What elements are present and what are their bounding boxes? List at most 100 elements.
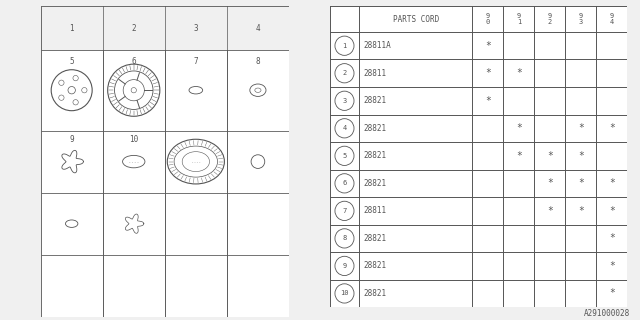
Polygon shape bbox=[472, 32, 504, 60]
Polygon shape bbox=[565, 115, 596, 142]
Polygon shape bbox=[360, 87, 472, 115]
Polygon shape bbox=[504, 280, 534, 307]
Polygon shape bbox=[472, 87, 504, 115]
Text: 9
0: 9 0 bbox=[486, 13, 490, 25]
Polygon shape bbox=[472, 280, 504, 307]
Polygon shape bbox=[504, 115, 534, 142]
Text: *: * bbox=[609, 261, 614, 271]
Polygon shape bbox=[472, 197, 504, 225]
Polygon shape bbox=[534, 115, 565, 142]
Text: *: * bbox=[516, 151, 522, 161]
Text: 10: 10 bbox=[129, 135, 138, 144]
Polygon shape bbox=[534, 142, 565, 170]
Text: 1: 1 bbox=[342, 43, 347, 49]
Text: *: * bbox=[609, 123, 614, 133]
Text: *: * bbox=[609, 206, 614, 216]
Text: 28821: 28821 bbox=[364, 289, 387, 298]
Polygon shape bbox=[534, 252, 565, 280]
Polygon shape bbox=[40, 193, 102, 255]
Text: 28811: 28811 bbox=[364, 206, 387, 215]
Text: 1: 1 bbox=[69, 24, 74, 33]
Polygon shape bbox=[40, 50, 102, 131]
Polygon shape bbox=[360, 142, 472, 170]
Polygon shape bbox=[330, 197, 360, 225]
Text: *: * bbox=[516, 123, 522, 133]
Text: 7: 7 bbox=[342, 208, 347, 214]
Polygon shape bbox=[165, 131, 227, 193]
Text: *: * bbox=[609, 178, 614, 188]
Polygon shape bbox=[596, 225, 627, 252]
Polygon shape bbox=[504, 87, 534, 115]
Polygon shape bbox=[330, 87, 360, 115]
Polygon shape bbox=[565, 60, 596, 87]
Text: 2: 2 bbox=[342, 70, 347, 76]
Polygon shape bbox=[330, 170, 360, 197]
Polygon shape bbox=[534, 225, 565, 252]
Text: 9
3: 9 3 bbox=[579, 13, 583, 25]
Polygon shape bbox=[504, 197, 534, 225]
Polygon shape bbox=[227, 131, 289, 193]
Text: 5: 5 bbox=[69, 58, 74, 67]
Polygon shape bbox=[565, 225, 596, 252]
Polygon shape bbox=[472, 115, 504, 142]
Polygon shape bbox=[565, 6, 596, 32]
Polygon shape bbox=[360, 225, 472, 252]
Polygon shape bbox=[360, 280, 472, 307]
Text: 4: 4 bbox=[255, 24, 260, 33]
Polygon shape bbox=[40, 255, 102, 317]
Text: A291000028: A291000028 bbox=[584, 309, 630, 318]
Polygon shape bbox=[534, 170, 565, 197]
Text: *: * bbox=[609, 288, 614, 299]
Polygon shape bbox=[472, 170, 504, 197]
Polygon shape bbox=[534, 60, 565, 87]
Text: *: * bbox=[485, 68, 491, 78]
Text: 10: 10 bbox=[340, 291, 349, 296]
Polygon shape bbox=[596, 280, 627, 307]
Text: 3: 3 bbox=[193, 24, 198, 33]
Text: - - - -: - - - - bbox=[191, 160, 200, 164]
Polygon shape bbox=[330, 142, 360, 170]
Polygon shape bbox=[40, 131, 102, 193]
Polygon shape bbox=[330, 252, 360, 280]
Text: 28821: 28821 bbox=[364, 124, 387, 133]
Polygon shape bbox=[596, 32, 627, 60]
Polygon shape bbox=[565, 87, 596, 115]
Polygon shape bbox=[330, 115, 360, 142]
Polygon shape bbox=[596, 60, 627, 87]
Polygon shape bbox=[534, 32, 565, 60]
Text: *: * bbox=[516, 68, 522, 78]
Text: *: * bbox=[547, 178, 553, 188]
Polygon shape bbox=[472, 60, 504, 87]
Text: 7: 7 bbox=[193, 58, 198, 67]
Polygon shape bbox=[565, 252, 596, 280]
Polygon shape bbox=[102, 50, 165, 131]
Text: *: * bbox=[578, 151, 584, 161]
Polygon shape bbox=[504, 225, 534, 252]
Polygon shape bbox=[360, 32, 472, 60]
Polygon shape bbox=[360, 6, 472, 32]
Polygon shape bbox=[360, 197, 472, 225]
Polygon shape bbox=[565, 197, 596, 225]
Polygon shape bbox=[102, 131, 165, 193]
Text: 2: 2 bbox=[131, 24, 136, 33]
Polygon shape bbox=[40, 6, 289, 50]
Polygon shape bbox=[534, 87, 565, 115]
Text: 28811A: 28811A bbox=[364, 41, 392, 50]
Text: 6: 6 bbox=[131, 58, 136, 67]
Text: 28821: 28821 bbox=[364, 234, 387, 243]
Polygon shape bbox=[504, 170, 534, 197]
Polygon shape bbox=[596, 87, 627, 115]
Text: - - - -: - - - - bbox=[129, 160, 139, 164]
Polygon shape bbox=[330, 32, 360, 60]
Polygon shape bbox=[534, 280, 565, 307]
Text: *: * bbox=[485, 96, 491, 106]
Polygon shape bbox=[472, 225, 504, 252]
Text: 9
4: 9 4 bbox=[609, 13, 614, 25]
Text: *: * bbox=[609, 233, 614, 244]
Polygon shape bbox=[360, 170, 472, 197]
Polygon shape bbox=[330, 225, 360, 252]
Polygon shape bbox=[360, 252, 472, 280]
Polygon shape bbox=[472, 142, 504, 170]
Text: 28821: 28821 bbox=[364, 151, 387, 160]
Polygon shape bbox=[596, 142, 627, 170]
